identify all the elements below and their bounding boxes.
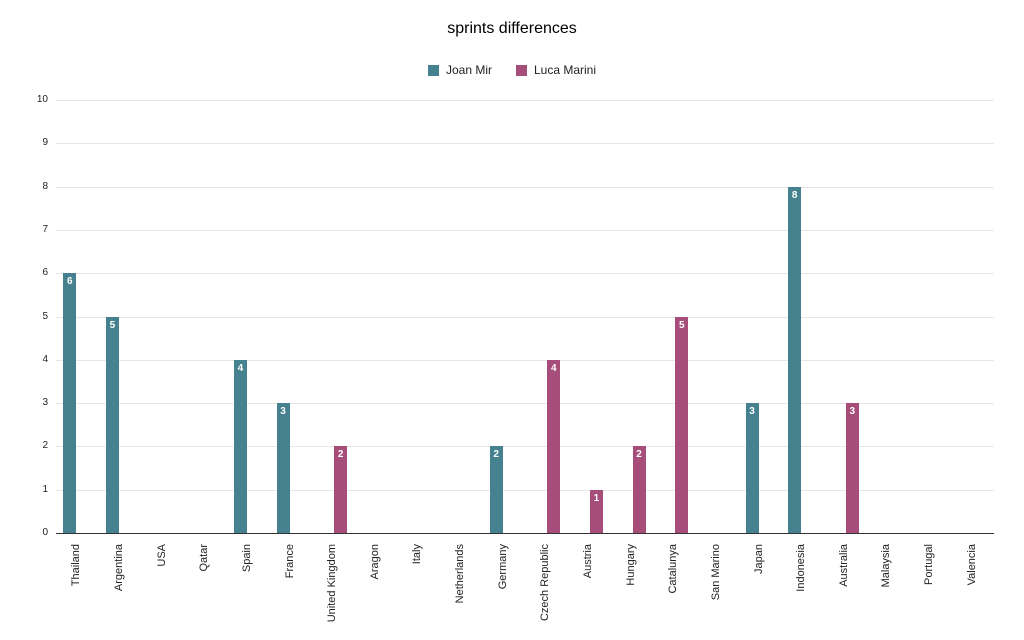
gridline-7 (56, 229, 994, 231)
bar-joan-mir-thailand (63, 273, 77, 533)
bar-value-label-spain: 4 (237, 362, 244, 374)
y-tick-label-4: 4 (42, 353, 48, 365)
bar-value-label-catalunya: 5 (678, 319, 685, 331)
bar-value-label-argentina: 5 (109, 319, 116, 331)
bar-joan-mir-argentina (105, 316, 119, 533)
x-tick-label-aragon: Aragon (368, 544, 381, 580)
x-tick-label-indonesia: Indonesia (795, 544, 808, 592)
gridline-4 (56, 359, 994, 361)
bar-value-label-indonesia: 8 (791, 189, 798, 201)
plot-area: 6 5 4 3 2 3 8 2 4 1 2 5 3 (56, 100, 994, 534)
y-tick-label-7: 7 (42, 223, 48, 235)
bar-luca-marini-czech-republic (547, 359, 561, 533)
bar-value-label-united-kingdom: 2 (337, 449, 344, 461)
bar-value-label-australia: 3 (849, 406, 856, 418)
bar-joan-mir-germany (489, 446, 503, 533)
legend-swatch-joan-mir (427, 64, 439, 76)
bar-luca-marini-austria (589, 489, 603, 533)
gridline-8 (56, 186, 994, 188)
x-tick-label-australia: Australia (837, 544, 850, 587)
x-tick-label-spain: Spain (240, 544, 253, 573)
bar-value-label-austria: 1 (593, 492, 600, 504)
y-tick-label-1: 1 (42, 483, 48, 495)
x-tick-label-usa: USA (155, 544, 168, 567)
bar-joan-mir-japan (745, 403, 759, 533)
x-tick-label-qatar: Qatar (198, 544, 211, 572)
bar-joan-mir-indonesia (788, 186, 802, 533)
x-tick-label-hungary: Hungary (624, 544, 637, 586)
bar-luca-marini-catalunya (675, 316, 689, 533)
x-tick-label-japan: Japan (752, 544, 765, 574)
x-tick-label-thailand: Thailand (70, 544, 83, 587)
y-tick-label-9: 9 (42, 137, 48, 149)
x-tick-label-czech-republic: Czech Republic (539, 544, 552, 622)
x-tick-label-netherlands: Netherlands (454, 544, 467, 604)
x-tick-label-united-kingdom: United Kingdom (326, 544, 339, 623)
legend-label-luca-marini: Luca Marini (533, 63, 597, 77)
x-tick-label-portugal: Portugal (923, 544, 936, 585)
legend-item-luca-marini: Luca Marini (515, 63, 597, 77)
gridline-6 (56, 273, 994, 275)
x-tick-label-malaysia: Malaysia (880, 544, 893, 588)
bar-value-label-germany: 2 (493, 449, 499, 461)
chart-title: sprints differences (447, 20, 577, 37)
x-tick-label-france: France (283, 544, 296, 579)
x-axis-line (56, 533, 994, 534)
x-tick-label-austria: Austria (581, 544, 594, 579)
bar-joan-mir-spain (233, 359, 247, 533)
y-tick-label-0: 0 (42, 527, 48, 538)
x-tick-label-san-marino: San Marino (709, 544, 722, 601)
legend-label-joan-mir: Joan Mir (445, 63, 492, 77)
bar-luca-marini-united-kingdom (334, 446, 348, 533)
x-tick-label-valencia: Valencia (965, 544, 978, 586)
bar-value-label-france: 3 (280, 406, 286, 418)
gridline-5 (56, 316, 994, 318)
bar-luca-marini-hungary (632, 446, 646, 533)
bar-luca-marini-australia (845, 403, 859, 533)
y-tick-label-6: 6 (42, 267, 48, 279)
x-tick-label-germany: Germany (496, 544, 509, 590)
gridline-2 (56, 446, 994, 448)
y-tick-label-5: 5 (42, 310, 48, 322)
gridline-3 (56, 403, 994, 405)
legend-swatch-luca-marini (515, 64, 527, 76)
y-tick-label-10: 10 (36, 94, 48, 105)
bar-value-label-czech-republic: 4 (551, 362, 557, 374)
gridline-9 (56, 143, 994, 145)
bar-value-label-japan: 3 (749, 406, 755, 418)
y-tick-label-2: 2 (42, 440, 48, 452)
bar-value-label-thailand: 6 (67, 276, 73, 288)
legend-item-joan-mir: Joan Mir (427, 63, 492, 77)
x-tick-label-catalunya: Catalunya (667, 544, 680, 594)
x-tick-label-argentina: Argentina (112, 544, 125, 592)
gridline-10 (56, 100, 994, 101)
bar-value-label-hungary: 2 (636, 449, 642, 461)
x-tick-label-italy: Italy (411, 544, 424, 565)
legend: Joan Mir Luca Marini (0, 63, 1024, 77)
bar-joan-mir-france (276, 403, 290, 533)
y-tick-label-3: 3 (42, 397, 48, 409)
gridline-1 (56, 489, 994, 491)
y-tick-label-8: 8 (42, 180, 48, 192)
